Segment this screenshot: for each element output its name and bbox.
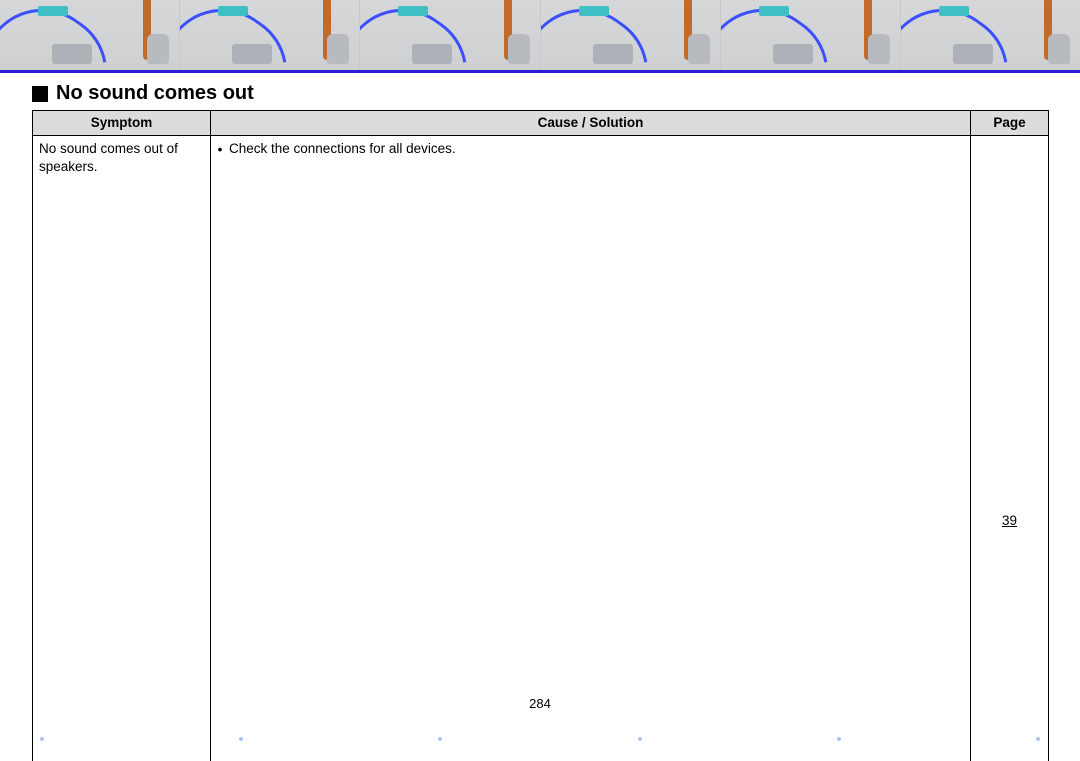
footer-dot-icon bbox=[239, 737, 243, 741]
teal-chip-icon bbox=[398, 6, 428, 16]
teal-chip-icon bbox=[759, 6, 789, 16]
section-heading: No sound comes out bbox=[32, 82, 254, 105]
page-cell: 39 bbox=[971, 136, 1049, 761]
teal-chip-icon bbox=[38, 6, 68, 16]
banner-cell bbox=[721, 0, 901, 70]
footer-dot-icon bbox=[638, 737, 642, 741]
banner-cell bbox=[0, 0, 180, 70]
table-row: No sound comes out of speakers. • Check th… bbox=[33, 136, 1049, 761]
footer-dot-icon bbox=[438, 737, 442, 741]
amp-icon bbox=[52, 44, 92, 64]
amp-icon bbox=[412, 44, 452, 64]
footer-dot-icon bbox=[1036, 737, 1040, 741]
banner-strip bbox=[0, 0, 1080, 70]
speaker-icon bbox=[868, 34, 890, 64]
troubleshooting-table: Symptom Cause / Solution Page No sound c… bbox=[32, 110, 1049, 761]
speaker-icon bbox=[147, 34, 169, 64]
teal-chip-icon bbox=[939, 6, 969, 16]
banner-cell bbox=[180, 0, 360, 70]
speaker-icon bbox=[508, 34, 530, 64]
banner-cell bbox=[541, 0, 721, 70]
bullet-icon: • bbox=[217, 140, 223, 159]
page-link[interactable]: 39 bbox=[1002, 513, 1017, 528]
square-bullet-icon bbox=[32, 86, 48, 102]
col-header-page: Page bbox=[971, 111, 1049, 136]
footer-nav-dots bbox=[0, 737, 1080, 745]
teal-chip-icon bbox=[579, 6, 609, 16]
page: No sound comes out Symptom Cause / Solut… bbox=[0, 0, 1080, 761]
banner-divider bbox=[0, 70, 1080, 73]
table-header-row: Symptom Cause / Solution Page bbox=[33, 111, 1049, 136]
amp-icon bbox=[232, 44, 272, 64]
amp-icon bbox=[953, 44, 993, 64]
col-header-symptom: Symptom bbox=[33, 111, 211, 136]
symptom-cell: No sound comes out of speakers. bbox=[33, 136, 211, 761]
amp-icon bbox=[773, 44, 813, 64]
banner-cell bbox=[901, 0, 1080, 70]
page-number: 284 bbox=[0, 696, 1080, 711]
footer-dot-icon bbox=[837, 737, 841, 741]
col-header-solution: Cause / Solution bbox=[211, 111, 971, 136]
solution-cell: • Check the connections for all devices. bbox=[211, 136, 971, 761]
speaker-icon bbox=[327, 34, 349, 64]
teal-chip-icon bbox=[218, 6, 248, 16]
speaker-icon bbox=[688, 34, 710, 64]
solution-text: Check the connections for all devices. bbox=[229, 140, 964, 159]
amp-icon bbox=[593, 44, 633, 64]
banner-cell bbox=[360, 0, 540, 70]
speaker-icon bbox=[1048, 34, 1070, 64]
section-title: No sound comes out bbox=[56, 82, 254, 105]
footer-dot-icon bbox=[40, 737, 44, 741]
